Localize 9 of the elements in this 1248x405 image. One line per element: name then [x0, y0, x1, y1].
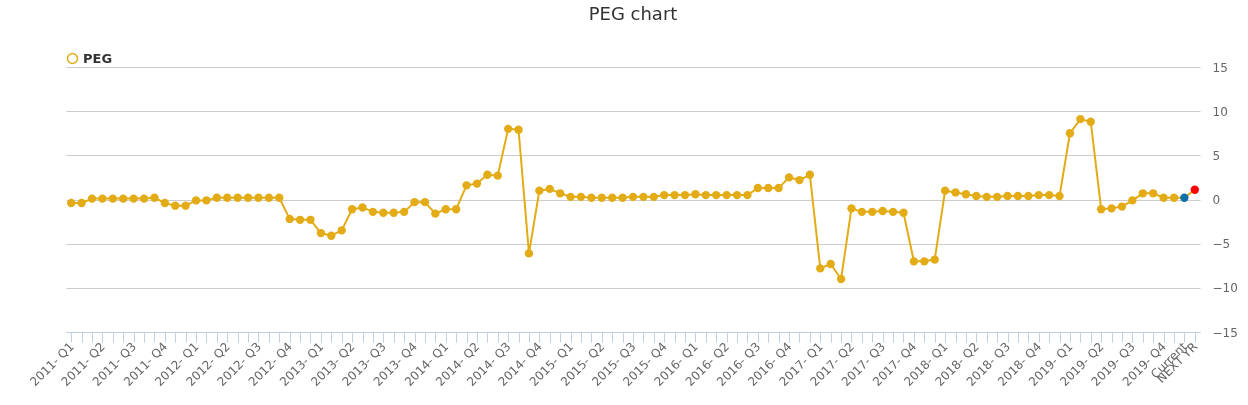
- y-tick-label: −10: [1212, 281, 1238, 296]
- y-tick-label: 15: [1212, 60, 1228, 75]
- chart-title: PEG chart: [588, 3, 678, 24]
- y-tick-label: 5: [1212, 148, 1221, 163]
- y-tick-label: −15: [1212, 325, 1238, 340]
- legend-label: PEG: [83, 50, 113, 66]
- y-tick-label: 0: [1212, 193, 1221, 207]
- y-tick-label: 10: [1212, 104, 1228, 119]
- y-tick-label: −5: [1212, 237, 1231, 252]
